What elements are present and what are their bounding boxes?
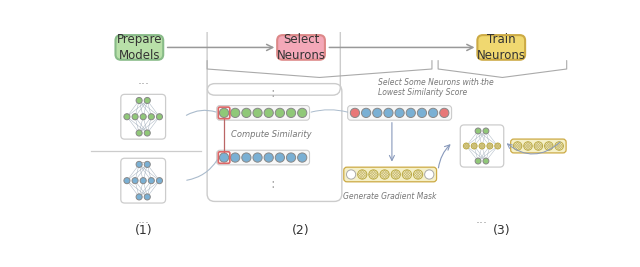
Text: Select Some Neurons with the
Lowest Similarity Score: Select Some Neurons with the Lowest Simi…: [378, 78, 494, 97]
Circle shape: [144, 130, 150, 136]
Circle shape: [483, 158, 489, 164]
Circle shape: [230, 153, 240, 162]
Circle shape: [148, 178, 154, 184]
Circle shape: [132, 178, 138, 184]
FancyBboxPatch shape: [115, 35, 163, 60]
Circle shape: [417, 108, 427, 117]
Circle shape: [440, 108, 449, 117]
Circle shape: [372, 108, 382, 117]
Circle shape: [264, 153, 273, 162]
FancyBboxPatch shape: [217, 105, 310, 120]
Circle shape: [144, 194, 150, 200]
Text: ...: ...: [476, 213, 488, 226]
Circle shape: [479, 143, 485, 149]
Text: (3): (3): [492, 224, 510, 237]
Circle shape: [136, 97, 142, 104]
Text: Compute Similarity: Compute Similarity: [230, 130, 311, 139]
FancyBboxPatch shape: [348, 105, 452, 120]
Circle shape: [275, 108, 285, 117]
Circle shape: [287, 108, 296, 117]
Circle shape: [495, 143, 500, 149]
Circle shape: [545, 142, 553, 150]
Circle shape: [156, 178, 163, 184]
FancyBboxPatch shape: [511, 139, 566, 153]
Text: ...: ...: [137, 74, 149, 87]
Circle shape: [298, 108, 307, 117]
Circle shape: [242, 108, 251, 117]
Circle shape: [406, 108, 415, 117]
Text: ...: ...: [137, 213, 149, 226]
Circle shape: [264, 108, 273, 117]
Circle shape: [429, 108, 438, 117]
FancyBboxPatch shape: [217, 150, 310, 165]
FancyBboxPatch shape: [477, 35, 525, 60]
Circle shape: [380, 170, 389, 179]
Circle shape: [362, 108, 371, 117]
Circle shape: [555, 142, 563, 150]
Circle shape: [384, 108, 393, 117]
Circle shape: [358, 170, 367, 179]
Circle shape: [298, 153, 307, 162]
Circle shape: [524, 142, 532, 150]
Circle shape: [124, 178, 130, 184]
Circle shape: [148, 114, 154, 120]
Circle shape: [346, 170, 356, 179]
FancyBboxPatch shape: [277, 35, 325, 60]
Circle shape: [391, 170, 401, 179]
Circle shape: [230, 108, 240, 117]
Text: (1): (1): [134, 224, 152, 237]
Text: ...: ...: [476, 74, 488, 87]
Circle shape: [124, 114, 130, 120]
Circle shape: [275, 153, 285, 162]
Circle shape: [144, 97, 150, 104]
Circle shape: [403, 170, 412, 179]
Circle shape: [369, 170, 378, 179]
Circle shape: [144, 161, 150, 167]
Text: :: :: [270, 177, 275, 191]
Circle shape: [395, 108, 404, 117]
Text: Prepare
Models: Prepare Models: [116, 33, 162, 62]
Circle shape: [136, 194, 142, 200]
Text: :: :: [270, 86, 275, 100]
Circle shape: [463, 143, 469, 149]
Circle shape: [220, 153, 228, 162]
Circle shape: [487, 143, 493, 149]
Circle shape: [242, 153, 251, 162]
Circle shape: [156, 114, 163, 120]
Circle shape: [513, 142, 522, 150]
Text: ...: ...: [137, 152, 149, 166]
Circle shape: [253, 153, 262, 162]
FancyBboxPatch shape: [344, 167, 436, 182]
Circle shape: [136, 161, 142, 167]
Circle shape: [471, 143, 477, 149]
Circle shape: [475, 158, 481, 164]
Circle shape: [424, 170, 434, 179]
Circle shape: [350, 108, 360, 117]
Text: Generate Gradient Mask: Generate Gradient Mask: [344, 191, 437, 201]
Circle shape: [140, 114, 147, 120]
Circle shape: [220, 108, 228, 117]
Text: Select
Neurons: Select Neurons: [276, 33, 326, 62]
Circle shape: [534, 142, 543, 150]
Circle shape: [132, 114, 138, 120]
Circle shape: [287, 153, 296, 162]
Text: Train
Neurons: Train Neurons: [477, 33, 525, 62]
Circle shape: [253, 108, 262, 117]
Circle shape: [475, 128, 481, 134]
Circle shape: [413, 170, 422, 179]
Circle shape: [483, 128, 489, 134]
Text: (2): (2): [292, 224, 310, 237]
Circle shape: [140, 178, 147, 184]
Circle shape: [136, 130, 142, 136]
